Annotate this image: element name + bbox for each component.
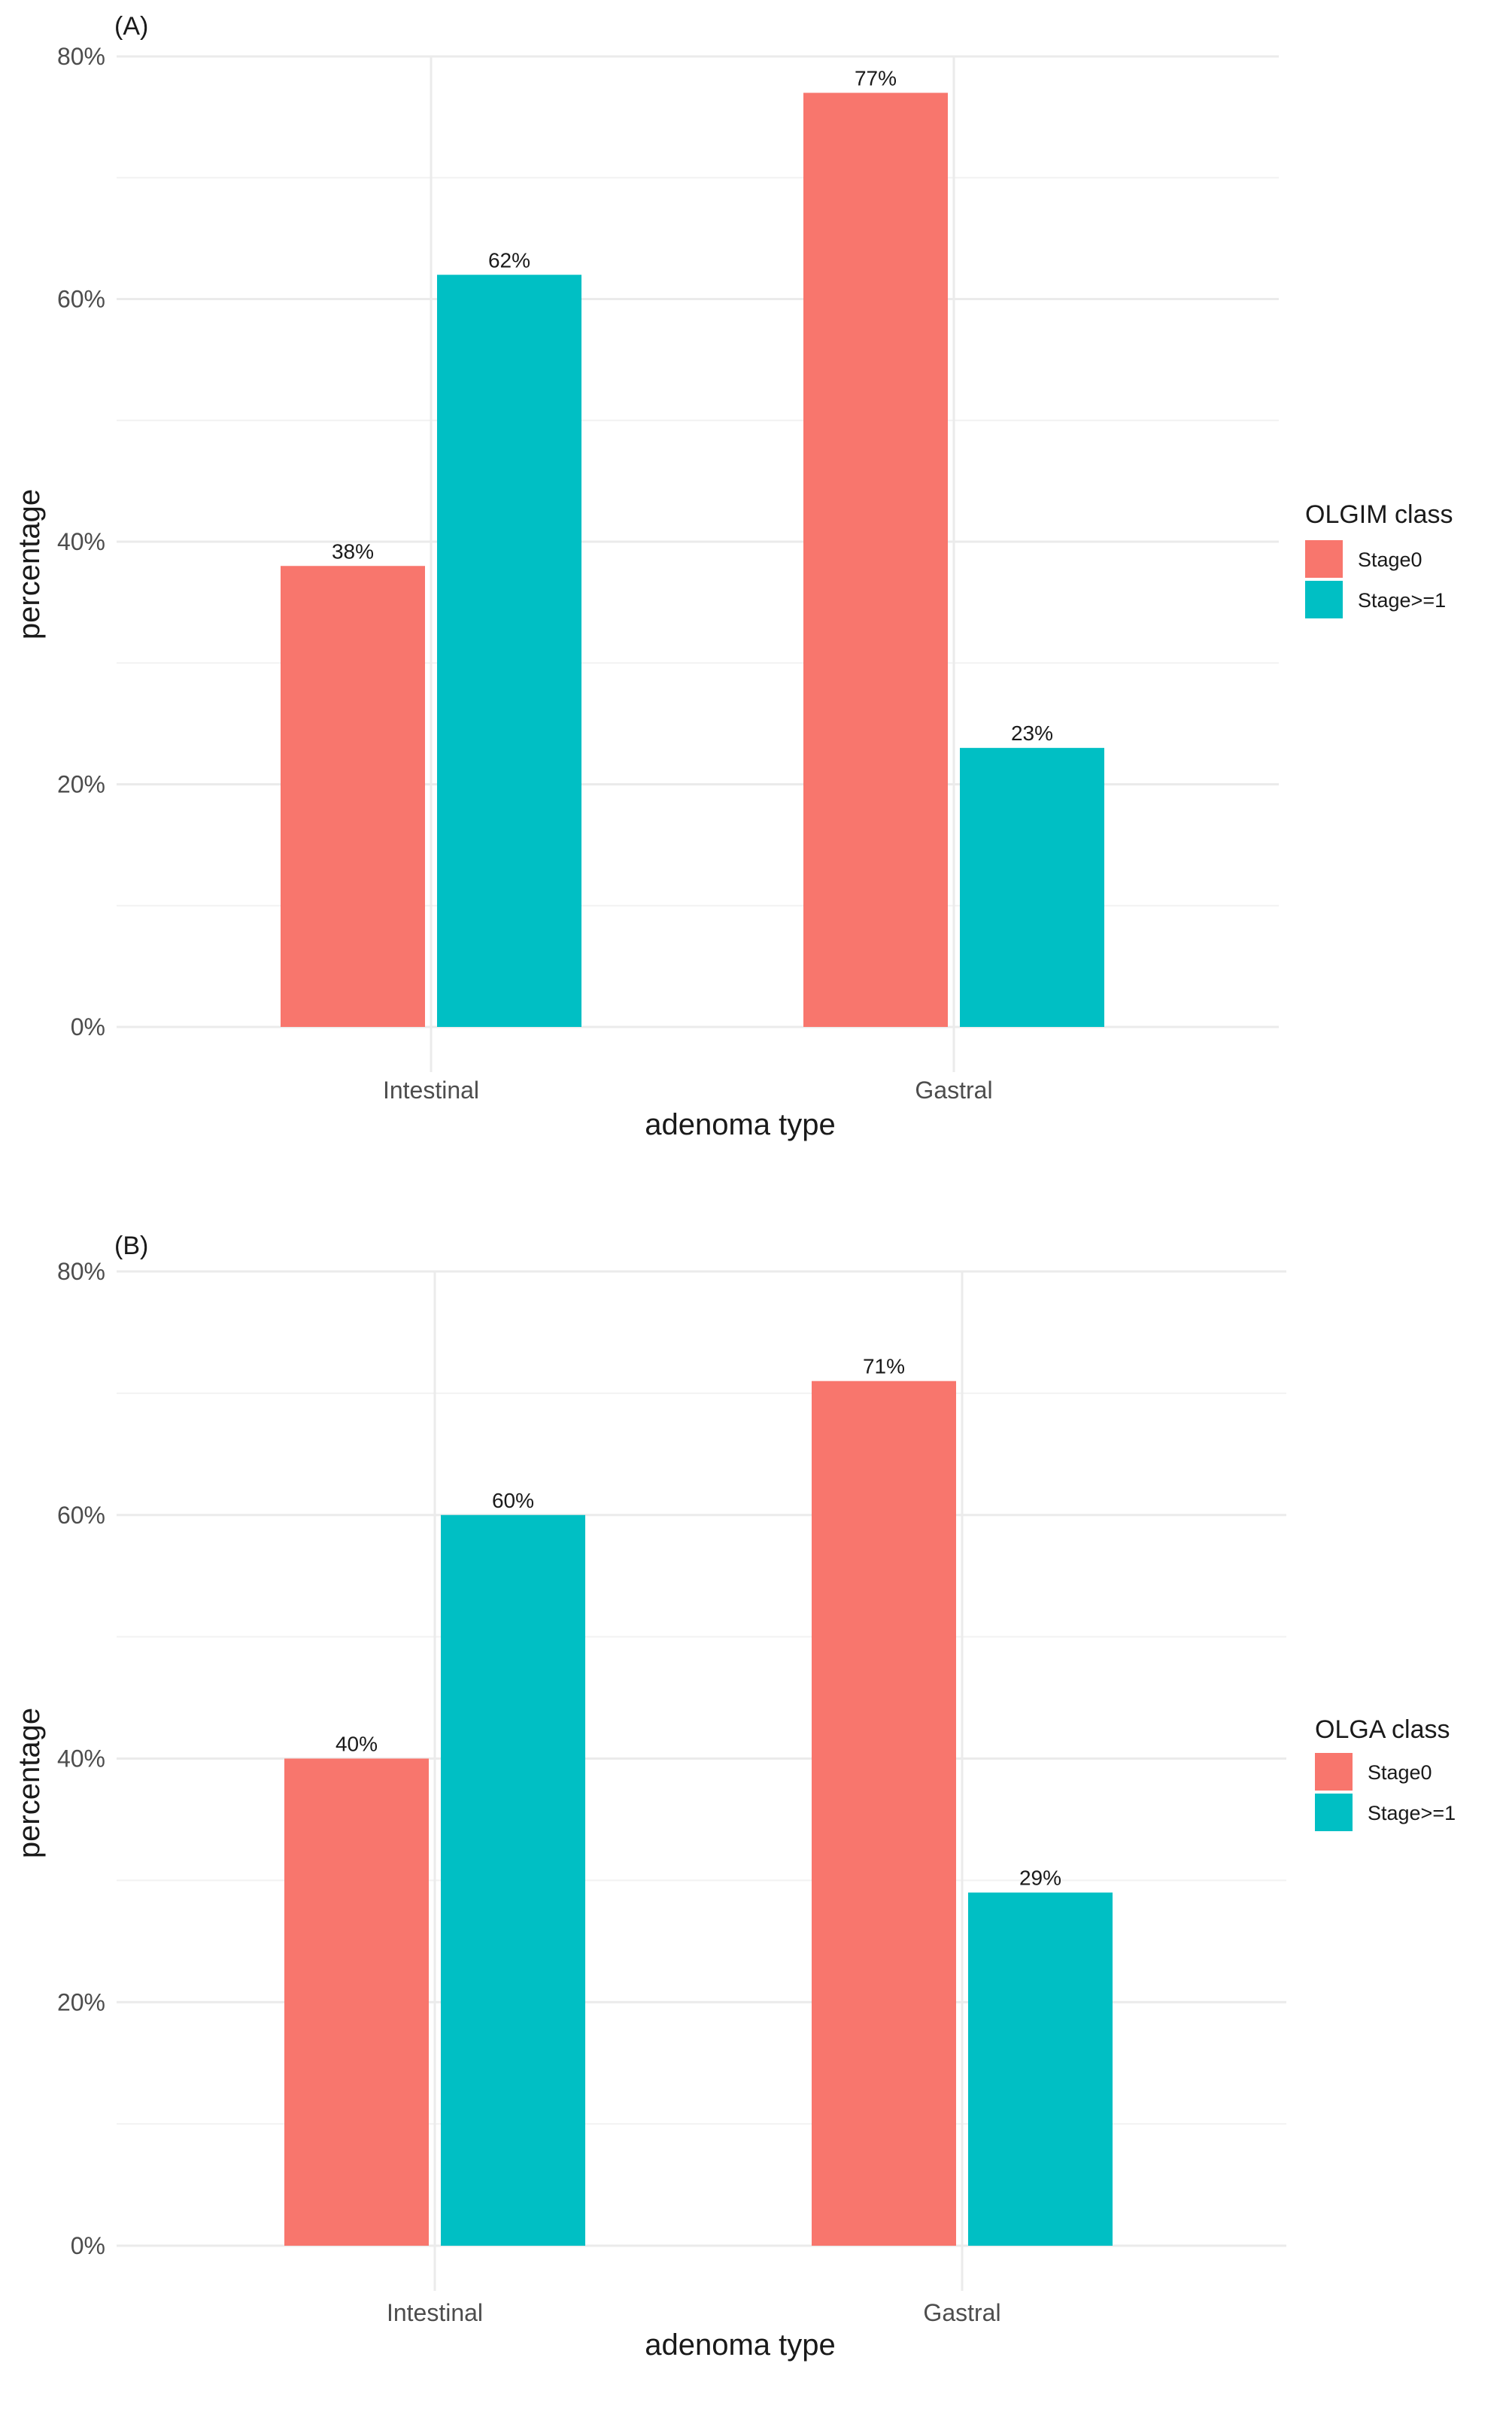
bar-stage-1-intestinal [437, 275, 581, 1027]
bar-stage0-intestinal [284, 1758, 429, 2246]
data-labels: 40% 60% 71% 29% [335, 1355, 1061, 1890]
bar-stage0-gastral [803, 93, 948, 1027]
y-tick-label: 80% [57, 43, 105, 70]
y-tick-label: 80% [57, 1258, 105, 1285]
data-label: 38% [332, 539, 374, 563]
x-tick-label: Gastral [915, 1077, 992, 1104]
legend-key [1305, 540, 1343, 578]
panel-label: (B) [114, 1232, 148, 1260]
y-tick-label: 20% [57, 1988, 105, 2016]
data-label: 60% [492, 1489, 534, 1512]
bars [281, 93, 1104, 1027]
y-tick-label: 60% [57, 286, 105, 313]
data-label: 40% [335, 1733, 378, 1756]
y-axis-title: percentage [13, 489, 46, 639]
x-tick-labels: Intestinal Gastral [387, 2299, 1001, 2326]
legend-title: OLGIM class [1305, 500, 1453, 529]
legend-label: Stage>=1 [1358, 589, 1446, 612]
y-tick-label: 20% [57, 771, 105, 798]
legend-key [1315, 1794, 1353, 1831]
legend-label: Stage>=1 [1368, 1802, 1456, 1824]
x-tick-label: Gastral [923, 2299, 1000, 2326]
x-tick-labels: Intestinal Gastral [383, 1077, 993, 1104]
x-tick-label: Intestinal [383, 1077, 479, 1104]
data-label: 77% [855, 66, 897, 90]
chart-panel-b: (B) 40% 60% 71% 29% 0% 20% 40% 60% 80% Intestin… [13, 1232, 1456, 2362]
y-tick-labels: 0% 20% 40% 60% 80% [57, 43, 105, 1040]
y-tick-label: 0% [71, 2232, 105, 2259]
legend-label: Stage0 [1368, 1761, 1432, 1784]
data-label: 23% [1011, 721, 1053, 745]
data-label: 62% [488, 248, 530, 272]
chart-panel-a: (A) 38% 62% 77% 23% 0% 20% 40% 60% 80% Intestin… [13, 12, 1453, 1141]
bar-stage-1-gastral [968, 1892, 1113, 2246]
panel-label: (A) [114, 12, 148, 41]
y-tick-label: 40% [57, 528, 105, 555]
data-labels: 38% 62% 77% 23% [332, 66, 1053, 745]
y-tick-label: 60% [57, 1502, 105, 1529]
bars [284, 1381, 1113, 2246]
legend-key [1315, 1753, 1353, 1791]
legend: OLGA class Stage0 Stage>=1 [1315, 1715, 1456, 1831]
y-tick-label: 0% [71, 1013, 105, 1040]
legend-title: OLGA class [1315, 1715, 1450, 1744]
y-tick-labels: 0% 20% 40% 60% 80% [57, 1258, 105, 2259]
data-label: 29% [1019, 1867, 1061, 1890]
y-tick-label: 40% [57, 1745, 105, 1772]
x-axis-title: adenoma type [645, 1108, 836, 1141]
data-label: 71% [863, 1355, 905, 1378]
x-axis-title: adenoma type [645, 2328, 836, 2362]
bar-stage0-intestinal [281, 566, 425, 1027]
legend-label: Stage0 [1358, 548, 1422, 571]
bar-stage0-gastral [812, 1381, 956, 2246]
x-tick-label: Intestinal [387, 2299, 483, 2326]
legend: OLGIM class Stage0 Stage>=1 [1305, 500, 1453, 618]
y-axis-title: percentage [13, 1708, 46, 1858]
bar-stage-1-gastral [960, 748, 1104, 1027]
bar-stage-1-intestinal [441, 1514, 585, 2246]
legend-key [1305, 581, 1343, 618]
